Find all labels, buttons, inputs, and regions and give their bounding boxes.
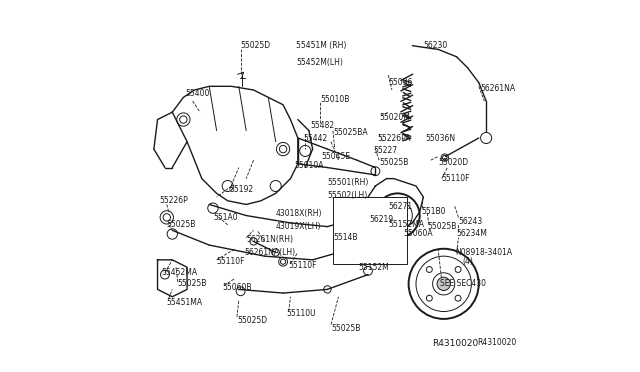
Text: N08918-3401A: N08918-3401A	[455, 248, 512, 257]
Text: 55501(RH): 55501(RH)	[328, 178, 369, 187]
Text: 55025B: 55025B	[167, 220, 196, 229]
Text: 55110F: 55110F	[289, 261, 317, 270]
Text: 551A0: 551A0	[213, 213, 237, 222]
Text: 55400: 55400	[185, 89, 210, 98]
Text: 56261NA(LH): 56261NA(LH)	[244, 248, 296, 257]
Text: 56261NA: 56261NA	[481, 84, 516, 93]
Bar	[333, 197, 407, 263]
Text: 56271: 56271	[388, 202, 412, 211]
Text: R4310020: R4310020	[477, 339, 516, 347]
Text: 55110U: 55110U	[287, 309, 316, 318]
Text: 55451M (RH): 55451M (RH)	[296, 41, 346, 50]
Text: SEE SEC430: SEE SEC430	[440, 279, 486, 288]
Text: 55192: 55192	[230, 185, 253, 194]
Text: 55020M: 55020M	[379, 113, 410, 122]
Text: 55110F: 55110F	[442, 174, 470, 183]
Text: 55452M(LH): 55452M(LH)	[296, 58, 343, 67]
Text: 55442: 55442	[303, 134, 328, 142]
Text: 55451MA: 55451MA	[167, 298, 203, 307]
Text: 55020D: 55020D	[438, 157, 468, 167]
Text: 55060A: 55060A	[403, 230, 433, 238]
Text: 55152M: 55152M	[359, 263, 390, 272]
Text: 55226P: 55226P	[159, 196, 188, 205]
Text: 43019X(LH): 43019X(LH)	[276, 222, 321, 231]
Text: 55036: 55036	[388, 78, 413, 87]
Text: 55025B: 55025B	[331, 324, 360, 333]
Text: 56219: 56219	[370, 215, 394, 224]
Text: (4): (4)	[462, 257, 473, 266]
Text: 55025BA: 55025BA	[333, 128, 367, 137]
Text: 55226PA: 55226PA	[377, 134, 411, 142]
Text: 5514B: 5514B	[333, 233, 357, 242]
Text: 55060B: 55060B	[222, 283, 252, 292]
Text: R4310020: R4310020	[433, 340, 479, 349]
Text: 55227: 55227	[374, 147, 397, 155]
Text: 55045E: 55045E	[322, 152, 351, 161]
Text: 551B0: 551B0	[422, 207, 446, 217]
Text: 56261N(RH): 56261N(RH)	[246, 235, 293, 244]
Text: 55025D: 55025D	[237, 316, 267, 325]
Text: 55025B: 55025B	[379, 157, 408, 167]
Circle shape	[437, 277, 451, 291]
Text: 55502(LH): 55502(LH)	[328, 192, 367, 201]
Text: 55025B: 55025B	[178, 279, 207, 288]
Text: 55025B: 55025B	[427, 222, 456, 231]
Text: 55482: 55482	[311, 121, 335, 129]
Text: 43018X(RH): 43018X(RH)	[276, 209, 322, 218]
Text: 56234M: 56234M	[456, 230, 488, 238]
Text: 55036N: 55036N	[425, 134, 455, 142]
Text: 55110F: 55110F	[216, 257, 245, 266]
Text: 55152MA: 55152MA	[388, 220, 424, 229]
Text: 55025D: 55025D	[241, 41, 271, 50]
Text: 56230: 56230	[424, 41, 447, 50]
Text: 55010B: 55010B	[320, 95, 349, 104]
Text: 56243: 56243	[458, 217, 483, 225]
Text: 55452MA: 55452MA	[161, 268, 197, 277]
Text: 55010A: 55010A	[294, 161, 324, 170]
